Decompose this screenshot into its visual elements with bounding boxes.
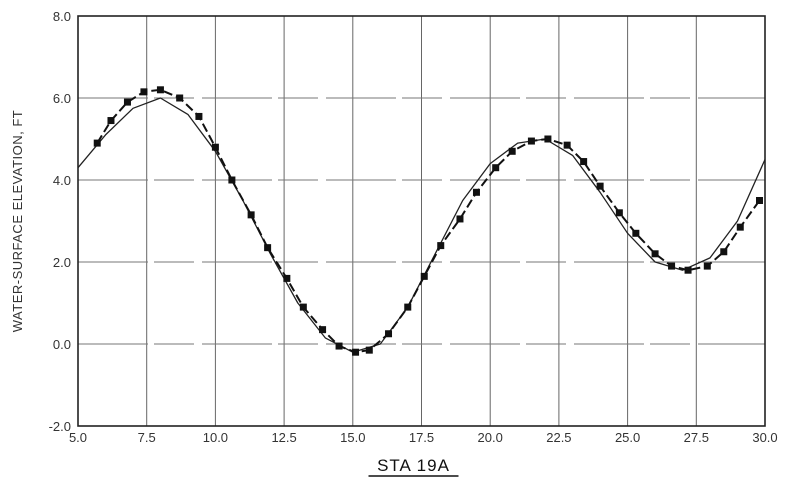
x-tick-label: 7.5 xyxy=(138,430,156,445)
data-point xyxy=(508,147,516,155)
x-tick-label: 15.0 xyxy=(340,430,365,445)
data-point xyxy=(211,143,219,151)
y-tick-label: -2.0 xyxy=(49,419,71,434)
data-point xyxy=(385,330,393,338)
data-point xyxy=(365,346,373,354)
x-tick-label: 10.0 xyxy=(203,430,228,445)
x-tick-label: 12.5 xyxy=(271,430,296,445)
data-point xyxy=(335,342,343,350)
data-point xyxy=(107,117,115,125)
data-point xyxy=(93,139,101,147)
data-point xyxy=(420,272,428,280)
data-point xyxy=(596,182,604,190)
data-point xyxy=(703,262,711,270)
data-point xyxy=(544,135,552,143)
data-point xyxy=(756,197,764,204)
data-point xyxy=(580,158,588,166)
data-point xyxy=(228,176,236,184)
data-point xyxy=(736,223,744,231)
data-point xyxy=(651,250,659,258)
series-layer xyxy=(77,86,766,356)
tick-labels: 5.0 7.5 10.0 12.5 15.0 17.5 20.0 22.5 25.0 27.5 30… xyxy=(49,9,778,445)
y-tick-label: 2.0 xyxy=(53,255,71,270)
grid xyxy=(77,15,766,427)
data-point xyxy=(720,248,728,256)
data-point xyxy=(668,262,676,270)
data-point xyxy=(176,94,184,102)
plot-frame xyxy=(77,15,766,427)
x-tick-label: 22.5 xyxy=(546,430,571,445)
data-point xyxy=(615,209,623,217)
data-point xyxy=(319,326,327,334)
chart-title: STA 19A xyxy=(377,456,450,475)
data-point xyxy=(492,164,500,172)
data-point xyxy=(472,188,480,196)
data-point xyxy=(299,303,307,311)
x-tick-label: 20.0 xyxy=(478,430,503,445)
x-tick-label: 5.0 xyxy=(69,430,87,445)
y-tick-label: 8.0 xyxy=(53,9,71,24)
data-point xyxy=(456,215,464,223)
data-point xyxy=(195,112,203,120)
data-point xyxy=(437,242,445,250)
data-point xyxy=(264,244,272,252)
x-tick-label: 25.0 xyxy=(615,430,640,445)
data-point xyxy=(140,88,148,96)
data-point xyxy=(527,137,535,145)
y-axis-label: WATER-SURFACE ELEVATION, FT xyxy=(10,110,25,332)
data-point xyxy=(156,86,164,94)
y-tick-label: 6.0 xyxy=(53,91,71,106)
x-tick-label: 27.5 xyxy=(684,430,709,445)
data-point xyxy=(404,303,412,311)
data-point xyxy=(684,266,692,274)
y-tick-label: 0.0 xyxy=(53,337,71,352)
x-tick-label: 17.5 xyxy=(409,430,434,445)
data-point xyxy=(563,141,571,149)
y-tick-label: 4.0 xyxy=(53,173,71,188)
data-point xyxy=(123,98,131,106)
data-point xyxy=(247,211,255,219)
data-point xyxy=(352,348,360,356)
x-tick-label: 30.0 xyxy=(752,430,777,445)
data-point xyxy=(632,229,640,237)
series-line-dashed xyxy=(96,88,761,354)
data-point xyxy=(283,274,291,282)
